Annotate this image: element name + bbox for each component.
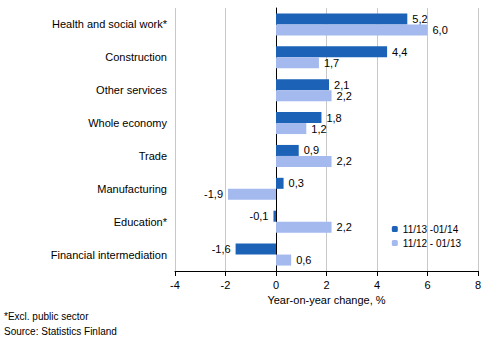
svg-text:2,2: 2,2 <box>337 90 352 102</box>
svg-text:-4: -4 <box>170 279 180 291</box>
svg-text:Education*: Education* <box>114 216 168 228</box>
svg-text:Manufacturing: Manufacturing <box>97 183 167 195</box>
svg-text:1,7: 1,7 <box>324 57 339 69</box>
svg-text:Financial intermediation: Financial intermediation <box>51 249 167 261</box>
svg-text:11/12 - 01/13: 11/12 - 01/13 <box>403 238 462 249</box>
svg-text:2,1: 2,1 <box>334 78 350 91</box>
svg-text:Construction: Construction <box>105 51 167 63</box>
svg-text:4,4: 4,4 <box>392 46 407 58</box>
svg-text:1,8: 1,8 <box>326 112 341 124</box>
svg-text:Year-on-year change, %: Year-on-year change, % <box>267 294 385 306</box>
svg-text:-0,1: -0,1 <box>250 210 269 222</box>
svg-text:0,6: 0,6 <box>296 254 311 266</box>
svg-text:2: 2 <box>323 279 329 291</box>
svg-text:1,2: 1,2 <box>311 123 326 135</box>
svg-text:0,3: 0,3 <box>289 177 304 189</box>
svg-text:-1,9: -1,9 <box>204 188 223 200</box>
svg-text:6: 6 <box>424 279 430 291</box>
svg-text:*Excl. public sector: *Excl. public sector <box>4 311 89 322</box>
svg-text:6,0: 6,0 <box>433 24 448 36</box>
svg-text:5,2: 5,2 <box>412 13 427 25</box>
svg-text:8: 8 <box>475 279 481 291</box>
svg-text:2,2: 2,2 <box>337 155 352 167</box>
svg-text:0: 0 <box>273 279 279 291</box>
svg-text:-1,6: -1,6 <box>212 243 231 255</box>
svg-text:11/13 -01/14: 11/13 -01/14 <box>403 224 459 235</box>
svg-text:2,2: 2,2 <box>337 221 352 233</box>
svg-text:Source: Statistics Finland: Source: Statistics Finland <box>4 326 117 337</box>
svg-text:0,9: 0,9 <box>304 144 319 156</box>
svg-text:Other services: Other services <box>96 84 167 96</box>
svg-text:Health and social work*: Health and social work* <box>52 18 168 30</box>
svg-text:-2: -2 <box>221 279 231 291</box>
svg-text:Trade: Trade <box>139 150 167 162</box>
svg-text:Whole economy: Whole economy <box>88 117 167 129</box>
svg-text:4: 4 <box>374 279 380 291</box>
